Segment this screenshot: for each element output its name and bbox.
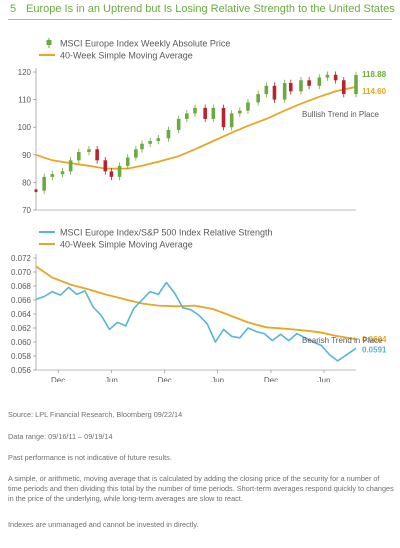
price-candle (42, 176, 46, 191)
x-tick-label-month: Dec (51, 376, 65, 382)
y-tick-label: 0.062 (11, 324, 32, 333)
x-tick-label-month: Jun (211, 376, 224, 382)
price-candle (103, 160, 108, 172)
chart-area: MSCI Europe Index Weekly Absolute Price 4… (11, 38, 387, 382)
price-candle (354, 75, 358, 95)
y-tick-label: 0.070 (11, 268, 32, 277)
price-candle (109, 171, 114, 177)
index-note: Indexes are unmanaged and cannot be inve… (8, 520, 199, 529)
data-range-note: Data range: 09/16/11 – 09/19/14 (8, 432, 113, 441)
price-candle (333, 74, 338, 81)
price-candle (264, 85, 269, 95)
x-tick-label-month: Jun (105, 376, 118, 382)
end-label-ma: 114.60 (362, 87, 387, 96)
price-candle (185, 113, 189, 119)
legend-label: MSCI Europe Index Weekly Absolute Price (60, 39, 230, 49)
y-tick-label: 120 (18, 68, 32, 77)
x-tick-label-month: Dec (158, 376, 172, 382)
price-candle (256, 94, 260, 103)
price-candle (156, 138, 161, 141)
y-tick-label: 0.056 (11, 366, 32, 375)
legend-label: 40-Week Simple Moving Average (60, 240, 193, 250)
price-candle (307, 80, 311, 86)
price-candle (238, 110, 242, 114)
price-candle (50, 174, 55, 177)
legend-label: MSCI Europe Index/S&P 500 Index Relative… (60, 228, 272, 238)
y-tick-label: 0.066 (11, 296, 32, 305)
header-rule (8, 19, 392, 20)
source-note: Source: LPL Financial Research, Bloomber… (8, 410, 183, 419)
price-candle (211, 107, 216, 119)
legend-candle-swatch (46, 40, 52, 45)
figure-number: 5 (10, 3, 17, 15)
y-tick-label: 0.068 (11, 282, 32, 291)
disclaimer-note: Past performance is not indicative of fu… (8, 453, 172, 462)
price-candle (148, 141, 152, 144)
price-candle (125, 157, 130, 166)
price-candle (77, 152, 81, 161)
y-tick-label: 0.064 (11, 310, 32, 319)
price-candle (193, 107, 197, 114)
price-candle (299, 80, 303, 92)
trend-annotation: Bearish Trend in Place (302, 336, 383, 345)
price-candle (221, 107, 226, 128)
x-tick-label-month: Dec (264, 376, 278, 382)
price-candle (117, 165, 122, 177)
price-candle (166, 129, 171, 139)
end-label-relative: 0.0591 (362, 345, 387, 354)
relative-strength-line (35, 281, 357, 362)
y-tick-label: 110 (18, 96, 31, 105)
x-tick-label-month: Jun (318, 376, 331, 382)
price-candle (134, 149, 138, 158)
legend-label: 40-Week Simple Moving Average (60, 51, 193, 61)
y-tick-label: 80 (22, 178, 31, 187)
moving-average-note: A simple, or arithmetic, moving average … (8, 474, 394, 503)
y-tick-label: 0.072 (11, 254, 32, 263)
moving-average-line (35, 265, 357, 341)
price-candle (229, 113, 234, 128)
figure-title: Europe Is in an Uptrend but Is Losing Re… (26, 3, 395, 15)
price-candle (317, 77, 322, 86)
price-candle (272, 85, 277, 100)
y-tick-label: 0.060 (11, 338, 32, 347)
price-candle (282, 83, 287, 100)
price-candle (325, 74, 330, 78)
y-tick-label: 90 (22, 151, 31, 160)
price-candle (203, 107, 207, 119)
moving-average-line (35, 86, 357, 170)
end-label-ma: 0.0604 (362, 335, 387, 344)
y-tick-label: 70 (22, 206, 31, 215)
price-candle (176, 118, 181, 130)
end-label-price: 118.88 (362, 70, 387, 79)
price-candle (140, 143, 144, 150)
y-tick-label: 0.058 (11, 352, 32, 361)
price-start-point (34, 189, 38, 193)
price-candle (288, 83, 293, 92)
figure-header: 5 Europe Is in an Uptrend but Is Losing … (0, 0, 400, 22)
price-candle (246, 102, 250, 111)
price-candle (60, 171, 65, 175)
price-candle (87, 149, 91, 153)
price-candle (68, 160, 73, 172)
y-tick-label: 100 (18, 123, 32, 132)
trend-annotation: Bullish Trend in Place (302, 110, 379, 119)
price-candle (341, 80, 346, 95)
price-candle (95, 149, 99, 161)
